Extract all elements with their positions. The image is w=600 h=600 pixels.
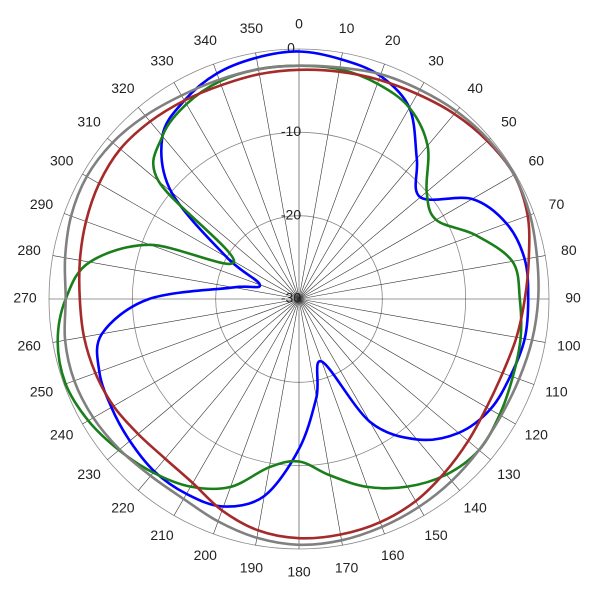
radial-tick-label: -30 <box>281 290 301 306</box>
angle-tick-label: 200 <box>194 547 218 563</box>
angle-tick-label: 90 <box>565 290 581 306</box>
angle-tick-label: 280 <box>17 242 41 258</box>
angle-tick-label: 210 <box>150 527 174 543</box>
angle-tick-label: 150 <box>424 527 448 543</box>
radial-tick-label: -10 <box>281 123 301 139</box>
pattern-line <box>95 50 530 508</box>
spoke <box>298 82 425 300</box>
angle-tick-label: 320 <box>111 80 135 96</box>
angle-tick-label: 130 <box>497 466 521 482</box>
angle-tick-label: 40 <box>467 80 483 96</box>
angle-tick-label: 100 <box>557 337 581 353</box>
spoke <box>107 298 300 460</box>
spoke <box>173 298 300 516</box>
spoke <box>298 213 535 300</box>
spoke <box>138 107 300 300</box>
spoke <box>63 298 300 385</box>
spoke <box>298 173 516 300</box>
spoke <box>107 138 300 300</box>
pattern-line <box>56 64 523 491</box>
spoke <box>298 107 460 300</box>
angle-tick-label: 70 <box>549 196 565 212</box>
spoke <box>173 82 300 300</box>
angle-tick-label: 60 <box>529 153 545 169</box>
spoke <box>298 298 385 535</box>
angle-tick-label: 300 <box>50 153 74 169</box>
angle-tick-label: 230 <box>77 466 101 482</box>
angle-tick-label: 240 <box>50 427 74 443</box>
spoke <box>255 298 300 546</box>
angle-tick-label: 80 <box>561 242 577 258</box>
spoke <box>52 255 300 300</box>
angle-tick-label: 30 <box>428 52 444 68</box>
spoke <box>298 138 491 300</box>
angle-tick-label: 10 <box>339 20 355 36</box>
angle-tick-label: 110 <box>545 383 568 399</box>
angle-tick-label: 220 <box>111 500 135 516</box>
spoke <box>82 298 300 425</box>
angle-tick-label: 290 <box>30 196 54 212</box>
angle-tick-label: 260 <box>17 337 41 353</box>
angle-tick-label: 340 <box>194 32 218 48</box>
spoke <box>213 63 300 300</box>
angle-tick-label: 170 <box>335 560 359 576</box>
spoke <box>255 52 300 300</box>
spoke <box>298 255 546 300</box>
radial-tick-label: -20 <box>281 206 301 222</box>
angle-tick-label: 20 <box>385 32 401 48</box>
pattern-line <box>63 64 540 547</box>
spoke <box>298 298 460 491</box>
angle-tick-label: 0 <box>295 16 303 32</box>
angle-tick-label: 310 <box>77 114 101 130</box>
angle-tick-label: 120 <box>525 427 549 443</box>
spoke <box>298 298 546 343</box>
spoke <box>298 52 343 300</box>
spoke <box>298 63 385 300</box>
angle-tick-label: 160 <box>381 547 405 563</box>
radial-tick-label: 0 <box>287 40 295 56</box>
angle-tick-label: 50 <box>501 114 517 130</box>
spoke <box>298 298 516 425</box>
angle-tick-label: 140 <box>463 500 487 516</box>
angle-tick-label: 250 <box>30 383 54 399</box>
spoke <box>298 298 535 385</box>
angle-tick-label: 350 <box>240 20 264 36</box>
spoke <box>213 298 300 535</box>
spoke <box>82 173 300 300</box>
angle-tick-label: 270 <box>13 290 37 306</box>
angle-tick-label: 180 <box>287 564 311 580</box>
spoke <box>298 298 425 516</box>
spoke <box>298 298 343 546</box>
angle-tick-label: 330 <box>150 52 174 68</box>
angle-tick-label: 190 <box>240 560 264 576</box>
spoke <box>52 298 300 343</box>
